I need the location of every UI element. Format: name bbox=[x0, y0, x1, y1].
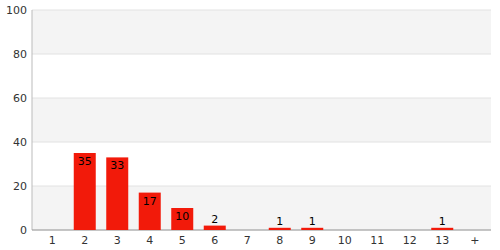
bar bbox=[106, 157, 128, 230]
data-label: 1 bbox=[276, 215, 283, 228]
grid-band bbox=[32, 10, 491, 54]
grid-line bbox=[32, 142, 491, 143]
x-tick-label: 4 bbox=[146, 234, 153, 247]
x-tick-label: 12 bbox=[403, 234, 417, 247]
x-tick-label: 7 bbox=[244, 234, 251, 247]
bar bbox=[431, 228, 453, 230]
y-tick-label: 20 bbox=[13, 180, 27, 193]
x-tick-label: + bbox=[470, 234, 479, 247]
x-tick-label: 11 bbox=[370, 234, 384, 247]
bars bbox=[74, 153, 454, 230]
bar bbox=[464, 230, 486, 231]
y-tick-label: 100 bbox=[6, 4, 27, 17]
x-tick-label: 3 bbox=[114, 234, 121, 247]
grid-line bbox=[32, 54, 491, 55]
bar bbox=[301, 228, 323, 230]
bar bbox=[204, 226, 226, 230]
data-label: 1 bbox=[439, 215, 446, 228]
x-tick-label: 1 bbox=[49, 234, 56, 247]
bar bbox=[74, 153, 96, 230]
x-tick-label: 8 bbox=[276, 234, 283, 247]
bar bbox=[236, 230, 258, 231]
bar bbox=[139, 193, 161, 230]
x-tick-label: 6 bbox=[211, 234, 218, 247]
y-tick-label: 40 bbox=[13, 136, 27, 149]
data-label: 1 bbox=[309, 215, 316, 228]
x-axis bbox=[32, 230, 491, 231]
bar bbox=[171, 208, 193, 230]
chart: 0204060801003533171021111234567891011121… bbox=[0, 0, 500, 250]
data-label: 10 bbox=[175, 210, 189, 223]
bar bbox=[334, 230, 356, 231]
data-label: 33 bbox=[110, 159, 124, 172]
x-tick-label: 13 bbox=[435, 234, 449, 247]
x-tick-label: 5 bbox=[179, 234, 186, 247]
grid-line bbox=[32, 186, 491, 187]
y-tick-label: 80 bbox=[13, 48, 27, 61]
data-label: 35 bbox=[78, 155, 92, 168]
x-tick-label: 9 bbox=[309, 234, 316, 247]
bar bbox=[399, 230, 421, 231]
grid-line bbox=[32, 10, 491, 11]
y-tick-label: 60 bbox=[13, 92, 27, 105]
grid-band bbox=[32, 186, 491, 230]
bar bbox=[366, 230, 388, 231]
data-label: 2 bbox=[211, 213, 218, 226]
grid-line bbox=[32, 98, 491, 99]
x-tick-label: 2 bbox=[81, 234, 88, 247]
x-tick-label: 10 bbox=[338, 234, 352, 247]
grid-band bbox=[32, 98, 491, 142]
data-label: 17 bbox=[143, 195, 157, 208]
y-axis bbox=[32, 10, 33, 230]
grid-line bbox=[32, 230, 491, 231]
bar bbox=[41, 230, 63, 231]
bar bbox=[269, 228, 291, 230]
y-tick-label: 0 bbox=[20, 224, 27, 237]
